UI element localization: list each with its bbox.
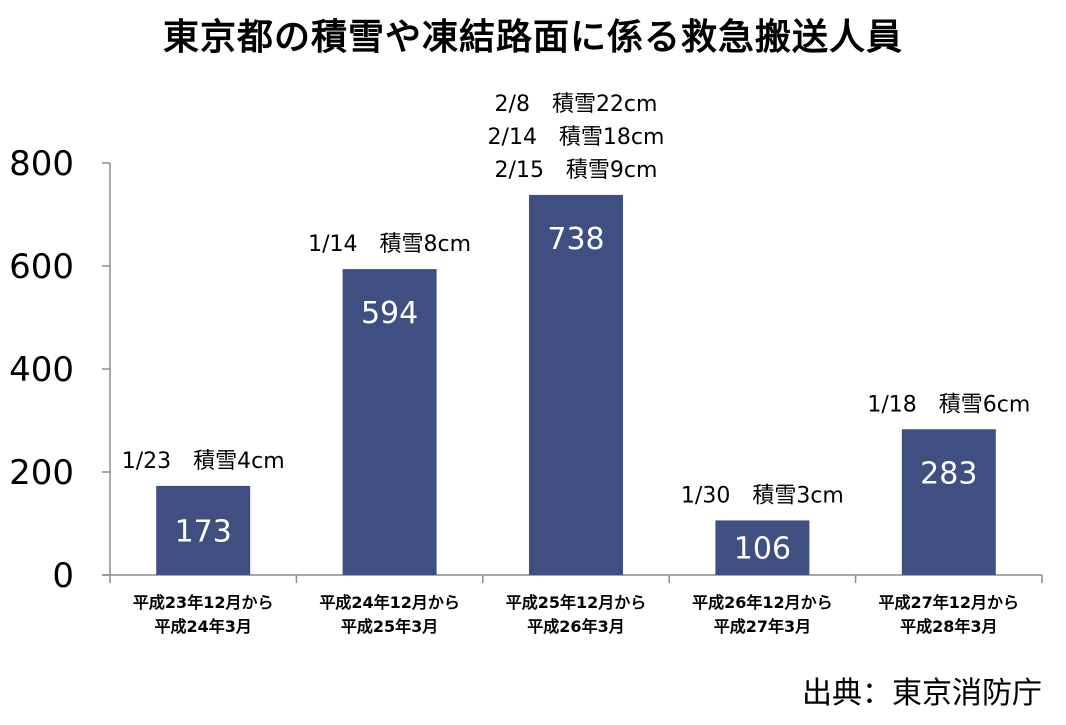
bar xyxy=(901,429,996,575)
x-tick-label: 平成25年3月 xyxy=(341,617,438,636)
bars xyxy=(156,194,996,575)
bar-annotation: 1/23 積雪4cm xyxy=(122,449,285,474)
bar-value-label: 173 xyxy=(175,514,232,549)
bar xyxy=(156,485,251,575)
x-tick-label: 平成24年12月から xyxy=(319,593,460,612)
x-tick-label: 平成26年12月から xyxy=(692,593,833,612)
x-tick-label: 平成28年3月 xyxy=(900,617,997,636)
x-tick-label: 平成26年3月 xyxy=(527,617,624,636)
bar-annotation: 2/15 積雪9cm xyxy=(495,158,658,183)
chart-title: 東京都の積雪や凍結路面に係る救急搬送人員 xyxy=(162,17,903,58)
y-tick-label: 200 xyxy=(9,453,74,493)
y-tick-label: 600 xyxy=(9,247,74,287)
x-tick-label: 平成25年12月から xyxy=(506,593,647,612)
x-tick-label: 平成27年3月 xyxy=(714,617,811,636)
y-tick-label: 800 xyxy=(9,144,74,184)
bar-annotation: 1/14 積雪8cm xyxy=(308,232,471,257)
bar xyxy=(529,194,623,575)
bar-value-label: 738 xyxy=(547,222,604,257)
bar-annotation: 1/18 積雪6cm xyxy=(867,392,1030,417)
bar-value-label: 594 xyxy=(361,296,418,331)
bar-annotation: 2/8 積雪22cm xyxy=(495,92,658,117)
bar xyxy=(342,269,437,575)
bar-annotation: 1/30 積雪3cm xyxy=(681,483,844,508)
y-tick-label: 0 xyxy=(52,556,74,596)
y-tick-label: 400 xyxy=(9,350,74,390)
x-tick-label: 平成23年12月から xyxy=(133,593,274,612)
bar-value-label: 106 xyxy=(734,532,791,567)
x-tick-label: 平成24年3月 xyxy=(154,617,251,636)
bar-annotation: 2/14 積雪18cm xyxy=(488,125,665,150)
bar xyxy=(715,520,810,575)
bar-value-label: 283 xyxy=(920,456,977,491)
source-note: 出典：東京消防庁 xyxy=(802,676,1042,711)
x-tick-label: 平成27年12月から xyxy=(879,593,1020,612)
